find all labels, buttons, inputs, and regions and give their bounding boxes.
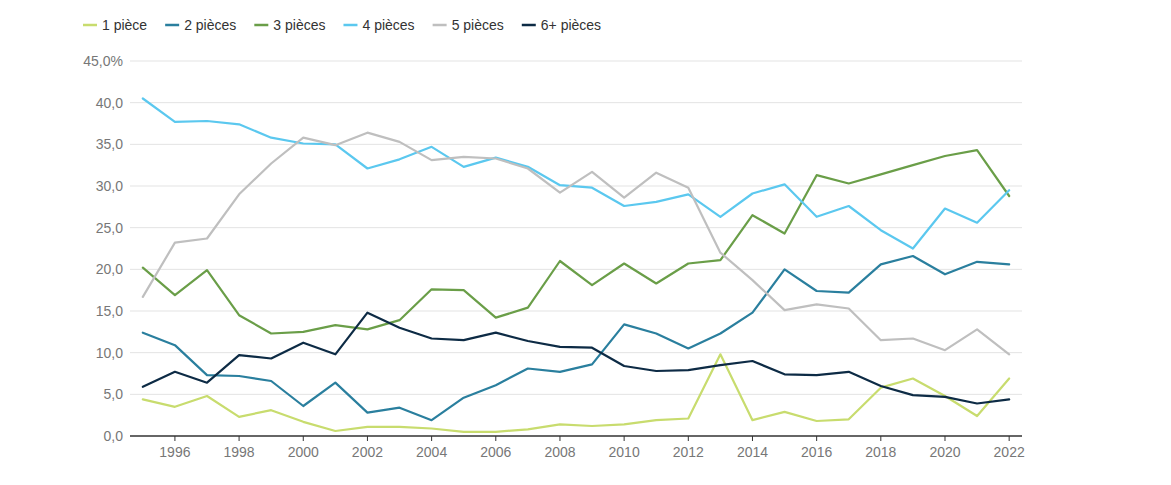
x-tick-label: 2006 [480,444,511,460]
grid-line [130,352,1022,353]
x-tick-label: 2016 [801,444,832,460]
x-tick [880,436,881,441]
legend-label: 4 pièces [362,17,414,33]
grid-line [130,269,1022,270]
y-tick-label: 30,0 [96,178,123,194]
x-tick-label: 2018 [865,444,896,460]
y-tick-label: 40,0 [96,95,123,111]
x-tick [944,436,945,441]
y-tick-label: 20,0 [96,261,123,277]
x-tick [624,436,625,441]
series-line [143,354,1009,432]
x-tick [367,436,368,441]
y-tick-label: 5,0 [104,386,124,402]
y-tick-label: 10,0 [96,345,123,361]
x-tick-label: 2002 [352,444,383,460]
legend-swatch [522,24,536,27]
x-tick-label: 2008 [544,444,575,460]
x-tick [752,436,753,441]
legend-swatch [433,24,447,27]
x-tick-label: 2020 [929,444,960,460]
x-tick-label: 1998 [224,444,255,460]
series-line [143,133,1009,355]
x-tick [559,436,560,441]
series-line [143,313,1009,404]
y-tick-label: 0,0 [104,428,124,444]
x-tick [688,436,689,441]
x-axis-line [130,435,1022,437]
x-tick [239,436,240,441]
grid-line [130,144,1022,145]
x-tick [816,436,817,441]
x-tick [174,436,175,441]
grid-line [130,227,1022,228]
x-tick-label: 2022 [994,444,1025,460]
legend-label: 3 pièces [273,17,325,33]
legend-label: 1 pièce [102,17,147,33]
y-tick-label: 25,0 [96,220,123,236]
grid-line [130,102,1022,103]
grid-line [130,61,1022,62]
legend-label: 5 pièces [452,17,504,33]
legend-swatch [343,24,357,27]
legend-swatch [254,24,268,27]
series-line [143,99,1009,249]
x-tick-label: 1996 [159,444,190,460]
legend-label: 2 pièces [184,17,236,33]
legend-swatch [165,24,179,27]
legend-label: 6+ pièces [541,17,601,33]
grid-line [130,311,1022,312]
x-tick [303,436,304,441]
x-tick [431,436,432,441]
legend-swatch [83,24,97,27]
x-tick-label: 2010 [609,444,640,460]
x-tick-label: 2004 [416,444,447,460]
x-tick-label: 2014 [737,444,768,460]
y-tick-label: 35,0 [96,136,123,152]
x-tick-label: 2012 [673,444,704,460]
chart: 0,0 5,0 10,0 15,0 20,0 25,0 30,0 35,0 40,0 45,0% 1… [0,0,1171,485]
grid-line [130,394,1022,395]
y-tick-label: 15,0 [96,303,123,319]
x-tick [1009,436,1010,441]
plot-area [143,99,1009,432]
series-line [143,150,1009,333]
y-tick-label: 45,0% [83,53,123,69]
x-tick-label: 2000 [288,444,319,460]
x-tick [495,436,496,441]
